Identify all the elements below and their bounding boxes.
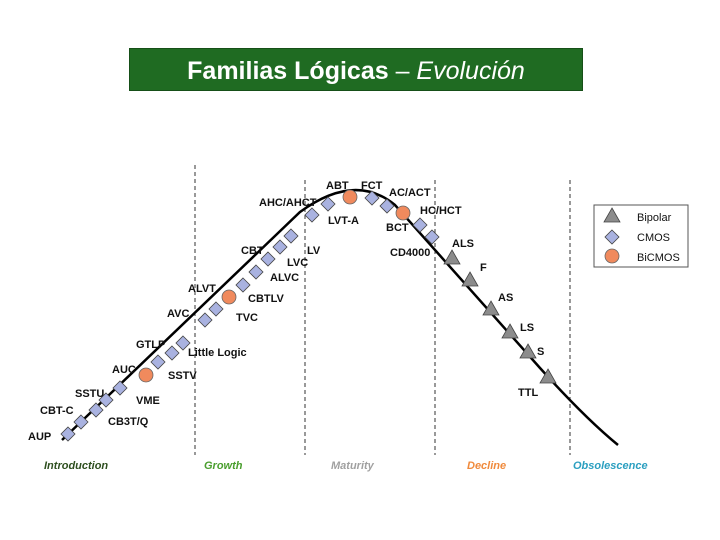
label-abt: ABT [326,180,349,192]
label-cbtlv: CBTLV [248,293,285,305]
alvt-marker [221,289,237,305]
cbt-marker [283,228,299,244]
bct-marker [412,217,428,233]
label-gtlp: GTLP [136,339,165,351]
bicmos-markers [138,189,411,383]
label-sstu: SSTU [75,388,104,400]
label-little-logic: Little Logic [188,347,247,359]
legend-bicmos-label: BiCMOS [637,252,680,264]
label-cb3tq: CB3T/Q [108,416,149,428]
label-alvt: ALVT [188,283,216,295]
legend-bicmos-marker [604,248,620,264]
sstv-marker [150,354,166,370]
label-fct: FCT [361,180,383,192]
vme-marker [112,380,128,396]
tvc-marker [208,301,224,317]
label-s: S [537,346,544,358]
phase-obsolescence: Obsolescence [573,460,648,472]
f-marker [461,271,479,287]
label-aup: AUP [28,431,51,443]
lv-marker [272,239,288,255]
page-title: Familias Lógicas – Evolución [130,57,582,86]
title-overflow: cronológica [304,90,408,112]
alvc-marker [248,264,264,280]
legend: Bipolar CMOS BiCMOS [593,204,689,268]
phase-growth: Growth [204,460,243,472]
title-banner: Familias Lógicas – Evolución [129,48,583,91]
bipolar-markers [443,249,557,384]
label-lv: LV [307,245,321,257]
label-ls: LS [520,322,534,334]
label-cd4000: CD4000 [390,247,430,259]
label-auc: AUC [112,364,136,376]
label-lvc: LVC [287,257,308,269]
title-sub: Evolución [416,57,525,85]
gtlp-marker [164,345,180,361]
hc-hct-marker [395,205,411,221]
label-f: F [480,262,487,274]
title-main: Familias Lógicas [187,57,389,85]
cbtlv-marker [235,277,251,293]
phase-labels: Introduction Growth Maturity Decline Obs… [44,460,648,472]
label-ahc-ahct: AHC/AHCT [259,197,317,209]
als-marker [443,249,461,265]
abt-marker [342,189,358,205]
lvta-marker [304,207,320,223]
lifecycle-curve [61,188,619,446]
label-als: ALS [452,238,474,250]
label-cbtc: CBT-C [40,405,74,417]
title-dash: – [388,57,417,85]
label-sstv: SSTV [168,370,197,382]
phase-decline: Decline [467,460,506,472]
family-labels: AUP CBT-C SSTU CB3T/Q VME AUC SSTV GTLP … [28,180,544,443]
label-avc: AVC [167,308,189,320]
phase-introduction: Introduction [44,460,108,472]
legend-bipolar-label: Bipolar [637,212,672,224]
label-ttl: TTL [518,387,538,399]
s-marker [519,343,537,359]
label-alvc: ALVC [270,272,299,284]
label-cbt: CBT [241,245,264,257]
cb3tq-marker [88,402,104,418]
label-bct: BCT [386,222,409,234]
auc-marker [138,367,154,383]
legend-cmos-label: CMOS [637,232,670,244]
avc-marker [197,312,213,328]
label-hc-hct: HC/HCT [420,205,462,217]
phase-maturity: Maturity [331,460,375,472]
label-ac-act: AC/ACT [389,187,431,199]
label-lvta: LVT-A [328,215,359,227]
label-tvc: TVC [236,312,258,324]
label-vme: VME [136,395,160,407]
label-as: AS [498,292,513,304]
